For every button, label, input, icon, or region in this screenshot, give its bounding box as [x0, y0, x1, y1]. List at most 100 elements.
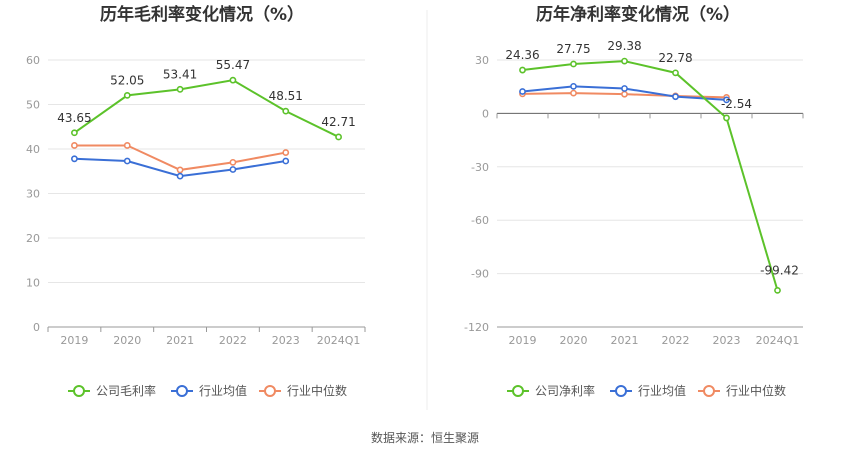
data-point [176, 172, 184, 180]
data-label: -2.54 [721, 97, 752, 111]
data-label: -99.42 [760, 263, 799, 277]
data-point [621, 57, 628, 65]
y-tick-label: -60 [471, 214, 489, 227]
data-point [123, 142, 131, 149]
x-tick-label: 2021 [611, 334, 639, 347]
series-industry-avg [519, 82, 730, 104]
legend: 公司毛利率 行业均值 行业中位数 [68, 383, 347, 398]
legend-swatch-marker [73, 385, 85, 397]
data-point [723, 114, 730, 122]
legend-item-industry-avg: 行业均值 [610, 383, 686, 398]
y-tick-label: 30 [26, 188, 40, 201]
data-point [570, 60, 577, 68]
y-tick-label: -90 [471, 268, 489, 281]
data-point [519, 88, 526, 95]
data-label: 42.71 [321, 115, 355, 129]
data-point [672, 93, 679, 101]
series-line [522, 60, 779, 291]
legend-label: 行业均值 [638, 383, 686, 398]
legend-swatch-marker [703, 385, 715, 397]
legend-swatch [171, 385, 193, 397]
legend-label: 行业中位数 [726, 383, 786, 398]
y-tick-label: 30 [475, 54, 489, 67]
y-tick-label: -120 [464, 321, 489, 334]
data-point [621, 90, 628, 98]
legend-item-company: 公司毛利率 [68, 383, 156, 398]
series-line [73, 79, 340, 138]
y-tick-label: 40 [26, 143, 40, 156]
y-tick-label: 0 [33, 321, 40, 334]
chart-2: 历年净利率变化情况（%） -120 -90 -60 -30 0 30 2019 2020 2021… [464, 4, 804, 398]
data-label: 43.65 [57, 111, 91, 125]
data-point [672, 69, 679, 77]
data-label: 53.41 [163, 67, 197, 81]
data-point [621, 85, 628, 92]
legend-item-company: 公司净利率 [507, 383, 595, 398]
data-label: 24.36 [505, 48, 539, 62]
data-point [519, 66, 526, 74]
data-point [282, 157, 290, 165]
chart-1: 历年毛利率变化情况（%） 0 10 20 30 40 50 60 2019 2020 2021 202… [26, 4, 366, 398]
y-tick-label: 0 [482, 107, 489, 120]
legend-item-industry-avg: 行业均值 [171, 383, 247, 398]
y-tick-label: 10 [26, 277, 40, 290]
legend-label: 公司净利率 [535, 383, 595, 398]
y-tick-label: 50 [26, 99, 40, 112]
data-point [282, 107, 290, 115]
x-tick-label: 2020 [113, 334, 141, 347]
y-tick-label: 20 [26, 232, 40, 245]
data-point [774, 286, 781, 294]
data-point [723, 96, 730, 104]
y-tick-label: 60 [26, 54, 40, 67]
x-tick-label: 2019 [60, 334, 88, 347]
x-tick-label: 2024Q1 [756, 334, 800, 347]
data-label: 48.51 [269, 89, 303, 103]
data-point [229, 76, 237, 84]
legend-swatch-marker [264, 385, 276, 397]
legend: 公司净利率 行业均值 行业中位数 [507, 383, 786, 398]
legend-swatch-marker [512, 385, 524, 397]
x-tick-label: 2023 [713, 334, 741, 347]
y-tick-label: -30 [471, 161, 489, 174]
x-tick-label: 2023 [272, 334, 300, 347]
x-tick-label: 2019 [509, 334, 537, 347]
data-label: 52.05 [110, 73, 144, 87]
legend-swatch [507, 385, 529, 397]
x-tick-label: 2022 [662, 334, 690, 347]
data-point [176, 166, 184, 174]
data-point [570, 82, 577, 90]
data-label: 22.78 [658, 51, 692, 65]
data-point [71, 129, 78, 137]
x-tick-label: 2024Q1 [317, 334, 361, 347]
data-point [123, 157, 131, 165]
legend-label: 行业中位数 [287, 383, 347, 398]
legend-label: 行业均值 [199, 383, 247, 398]
data-point [570, 89, 577, 97]
series-industry-median [71, 142, 290, 174]
chart-title: 历年净利率变化情况（%） [536, 4, 740, 25]
legend-swatch [698, 385, 720, 397]
x-tick-label: 2022 [219, 334, 247, 347]
data-point [282, 149, 290, 156]
data-source-note: 数据来源：恒生聚源 [371, 430, 479, 445]
data-point [229, 158, 237, 166]
legend-item-industry-median: 行业中位数 [259, 383, 347, 398]
x-tick-label: 2021 [166, 334, 194, 347]
series-industry-avg [71, 155, 290, 180]
data-label: 27.75 [556, 42, 590, 56]
data-label: 29.38 [607, 39, 641, 53]
chart-title: 历年毛利率变化情况（%） [100, 4, 304, 25]
data-point [71, 155, 78, 163]
data-point [176, 85, 184, 93]
data-label: 55.47 [216, 58, 250, 72]
data-point [123, 91, 131, 99]
legend-swatch [610, 385, 632, 397]
legend-item-industry-median: 行业中位数 [698, 383, 786, 398]
legend-swatch [68, 385, 90, 397]
data-point [71, 142, 78, 149]
series-company: 24.36 27.75 29.38 22.78 -2.54 -99.42 [505, 39, 799, 294]
data-point [229, 166, 237, 173]
legend-swatch-marker [176, 385, 188, 397]
